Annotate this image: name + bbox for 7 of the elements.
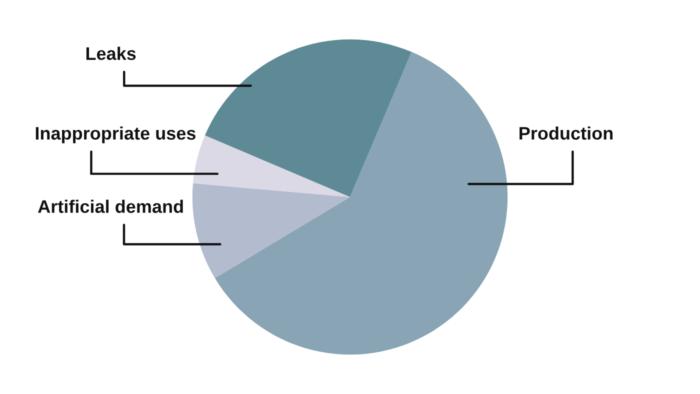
slice-label: Artificial demand — [38, 200, 183, 213]
slice-label: Leaks — [86, 46, 136, 60]
slice-label: Production — [520, 126, 613, 140]
pie-slice — [214, 52, 508, 355]
pie-slice — [192, 183, 350, 278]
pie-slice — [204, 39, 412, 197]
slice-label: Inappropriate uses — [36, 126, 196, 144]
